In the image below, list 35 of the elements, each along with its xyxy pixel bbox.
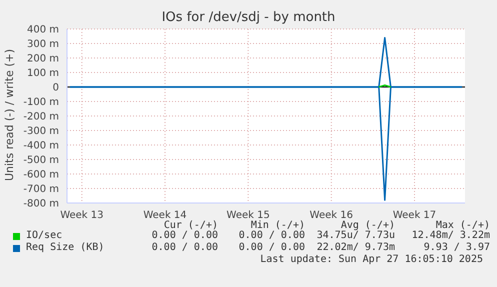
text: 0.00 / 0.00 bbox=[150, 242, 218, 253]
y-tick-label: 400 m bbox=[26, 24, 59, 36]
text: 9.93 / 3.97 bbox=[422, 242, 490, 253]
text: Avg (-/+) bbox=[340, 220, 395, 231]
x-tick-label: Week 13 bbox=[60, 210, 104, 222]
text: 34.75u/ 7.73u bbox=[316, 230, 395, 241]
y-tick-label: 0 bbox=[52, 82, 59, 94]
y-tick-label: -300 m bbox=[23, 126, 59, 138]
text: 0.00 / 0.00 bbox=[238, 230, 305, 241]
y-tick-label: 100 m bbox=[26, 68, 59, 80]
y-tick-label: 300 m bbox=[26, 39, 59, 50]
y-tick-label: -500 m bbox=[23, 155, 59, 166]
text: Min (-/+) bbox=[250, 220, 305, 231]
y-axis-title: Units read (-) / write (+) bbox=[3, 48, 17, 184]
text: 12.48m/ 3.22m bbox=[410, 230, 490, 241]
y-tick-label: -400 m bbox=[23, 140, 59, 152]
x-tick-label: Week 17 bbox=[392, 210, 436, 222]
text: 0.00 / 0.00 bbox=[150, 230, 218, 241]
y-tick-label: -600 m bbox=[23, 170, 59, 181]
legend-label: IO/sec bbox=[26, 230, 62, 241]
y-tick-label: -200 m bbox=[23, 112, 59, 123]
y-tick-label: -700 m bbox=[23, 184, 59, 196]
y-tick-label: 200 m bbox=[26, 54, 59, 65]
y-tick-label: -100 m bbox=[23, 97, 59, 108]
text: Last update: Sun Apr 27 16:05:10 2025 bbox=[260, 254, 483, 265]
y-tick-label: -800 m bbox=[23, 198, 59, 210]
legend-label: Req Size (KB) bbox=[26, 242, 104, 253]
text: Max (-/+) bbox=[436, 220, 490, 231]
text: Cur (-/+) bbox=[164, 220, 218, 231]
text: 0.00 / 0.00 bbox=[238, 242, 305, 253]
chart-title: IOs for /dev/sdj - by month bbox=[160, 10, 336, 25]
x-tick-label: Week 15 bbox=[226, 210, 270, 222]
text: 22.02m/ 9.73m bbox=[316, 242, 395, 253]
x-tick-label: Week 14 bbox=[143, 210, 187, 222]
x-tick-label: Week 16 bbox=[310, 210, 353, 222]
